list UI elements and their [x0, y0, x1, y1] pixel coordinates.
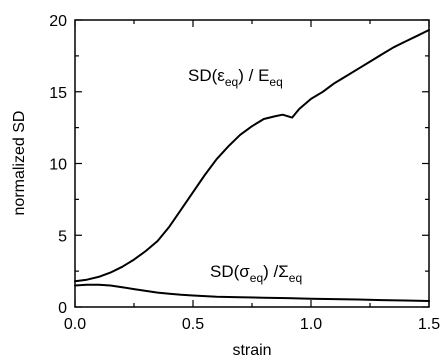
series-line-1	[74, 283, 430, 302]
x-tick-label-1: 0.5	[182, 316, 204, 333]
series-label-stress-sd: SD(σeq) /Σeq	[210, 262, 302, 285]
x-tick-label-0: 0.0	[64, 316, 86, 333]
y-tick-label-2: 10	[49, 157, 67, 174]
x-tick-label-2: 1.0	[300, 316, 322, 333]
y-tick-label-3: 15	[49, 85, 67, 102]
series-label-strain-sd: SD(εeq) / Eeq	[188, 66, 283, 89]
series-line-0	[74, 29, 430, 283]
y-tick-label-0: 0	[58, 300, 67, 317]
plot-frame	[74, 19, 430, 308]
y-tick-label-4: 20	[49, 13, 67, 30]
y-axis-label: normalized SD	[11, 111, 28, 216]
series-layer	[74, 29, 430, 302]
x-axis-label: strain	[232, 342, 271, 359]
x-tick-label-3: 1.5	[418, 316, 440, 333]
y-tick-label-1: 5	[58, 228, 67, 245]
